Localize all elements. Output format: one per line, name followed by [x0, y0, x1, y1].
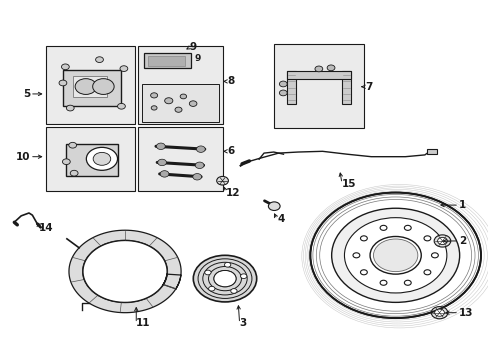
Circle shape [164, 98, 172, 104]
Bar [286, 71, 295, 104]
Circle shape [189, 101, 197, 107]
Bar [148, 56, 184, 66]
Text: 9: 9 [194, 54, 200, 63]
Circle shape [75, 78, 97, 94]
Circle shape [193, 255, 256, 302]
Bar [45, 127, 135, 191]
Text: 13: 13 [458, 308, 472, 318]
Circle shape [433, 235, 450, 247]
Circle shape [430, 253, 437, 258]
Bar [73, 76, 106, 97]
Circle shape [192, 174, 201, 180]
Circle shape [404, 225, 410, 230]
Circle shape [160, 171, 168, 177]
Circle shape [379, 280, 386, 285]
Text: 7: 7 [365, 82, 372, 92]
Circle shape [268, 202, 280, 211]
Circle shape [204, 270, 211, 275]
Circle shape [93, 78, 114, 94]
Circle shape [437, 237, 447, 244]
Bar [142, 85, 218, 122]
Circle shape [430, 307, 447, 319]
Circle shape [180, 94, 186, 99]
Circle shape [279, 81, 286, 87]
Circle shape [70, 170, 78, 176]
Circle shape [86, 147, 117, 170]
Text: 6: 6 [227, 146, 234, 156]
Bar [63, 71, 121, 106]
Text: 8: 8 [227, 76, 234, 86]
Circle shape [59, 80, 67, 86]
Bar [138, 127, 222, 191]
Text: 9: 9 [189, 42, 197, 52]
Circle shape [96, 57, 103, 63]
Text: 11: 11 [136, 319, 150, 328]
Text: 2: 2 [458, 236, 466, 246]
Circle shape [331, 208, 459, 302]
Circle shape [61, 64, 69, 70]
Circle shape [379, 225, 386, 230]
Polygon shape [69, 230, 181, 313]
Circle shape [344, 218, 446, 293]
Circle shape [423, 236, 430, 241]
Text: 10: 10 [16, 152, 30, 162]
Circle shape [195, 162, 203, 168]
Circle shape [69, 142, 77, 148]
Bar [341, 71, 350, 104]
Circle shape [352, 253, 359, 258]
Circle shape [240, 274, 246, 279]
Circle shape [150, 93, 157, 98]
Circle shape [404, 280, 410, 285]
Circle shape [208, 286, 215, 291]
Text: 1: 1 [458, 200, 466, 210]
Circle shape [151, 106, 157, 110]
Circle shape [326, 65, 334, 71]
Circle shape [216, 176, 228, 185]
Text: 4: 4 [277, 215, 284, 224]
Text: 12: 12 [225, 188, 240, 198]
Circle shape [213, 270, 236, 287]
Circle shape [312, 194, 477, 316]
Text: 5: 5 [22, 89, 30, 99]
Bar [273, 44, 363, 128]
Circle shape [175, 107, 182, 112]
Text: 3: 3 [239, 319, 246, 328]
Circle shape [156, 143, 165, 149]
Bar [66, 144, 117, 176]
Circle shape [93, 152, 110, 165]
Circle shape [230, 289, 237, 293]
Circle shape [373, 239, 417, 272]
Text: 15: 15 [341, 179, 356, 189]
Circle shape [224, 262, 230, 267]
Circle shape [66, 105, 74, 111]
Circle shape [117, 103, 125, 109]
Bar [138, 45, 222, 125]
Circle shape [314, 66, 322, 72]
Bar [286, 71, 350, 78]
Circle shape [62, 159, 70, 165]
Circle shape [360, 270, 366, 275]
Circle shape [423, 270, 430, 275]
Circle shape [196, 146, 205, 152]
Circle shape [120, 66, 127, 72]
Circle shape [158, 159, 166, 166]
Text: 14: 14 [39, 224, 53, 233]
Circle shape [434, 309, 444, 316]
Bar [144, 53, 190, 68]
Bar [45, 45, 135, 125]
Bar [427, 149, 436, 154]
Circle shape [360, 236, 366, 241]
Circle shape [369, 237, 420, 274]
Circle shape [279, 90, 286, 96]
